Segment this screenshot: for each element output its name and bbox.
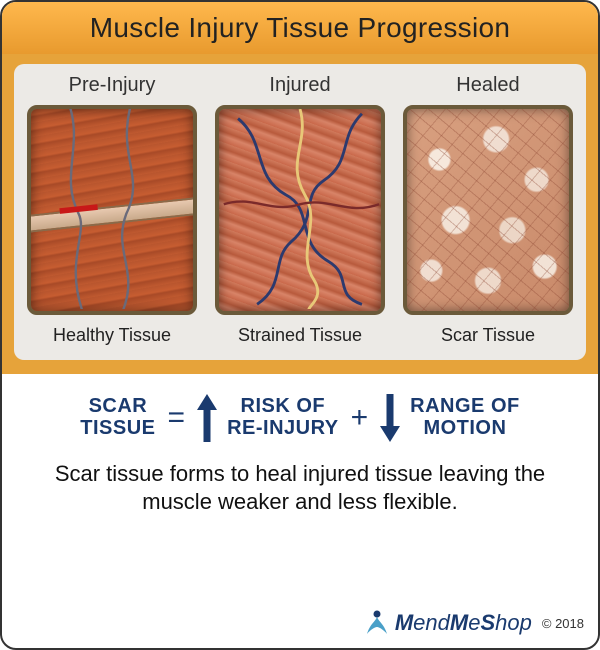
stages-panel: Pre-Injury Healthy Tissue Injured	[2, 54, 598, 374]
footer: MendMeShop © 2018	[2, 602, 598, 648]
equation-row: SCARTISSUE = RISK OFRE-INJURY + RANGE OF…	[2, 374, 598, 452]
stage-healed: Healed Scar Tissue	[398, 74, 578, 346]
description-text: Scar tissue forms to heal injured tissue…	[2, 452, 598, 521]
vessel-overlay	[31, 109, 193, 309]
stage-caption: Healthy Tissue	[53, 325, 171, 346]
stage-pre-injury: Pre-Injury Healthy Tissue	[22, 74, 202, 346]
stages-inner: Pre-Injury Healthy Tissue Injured	[14, 64, 586, 360]
vessel-overlay	[219, 109, 381, 309]
tissue-illustration-healthy	[27, 105, 197, 315]
stage-title: Pre-Injury	[69, 74, 156, 97]
brand-logo-icon	[363, 608, 391, 638]
title-bar: Muscle Injury Tissue Progression	[2, 2, 598, 54]
stage-injured: Injured Strained Tissue	[210, 74, 390, 346]
equals-sign: =	[166, 401, 188, 435]
plus-sign: +	[349, 401, 371, 435]
arrow-down-icon	[380, 394, 400, 442]
arrow-up-icon	[197, 394, 217, 442]
main-title: Muscle Injury Tissue Progression	[14, 12, 586, 44]
tissue-illustration-strained	[215, 105, 385, 315]
stage-title: Injured	[269, 74, 330, 97]
copyright: © 2018	[542, 616, 584, 631]
stage-caption: Strained Tissue	[238, 325, 362, 346]
brand-name: MendMeShop	[395, 610, 532, 636]
infographic-card: Muscle Injury Tissue Progression Pre-Inj…	[0, 0, 600, 650]
stage-caption: Scar Tissue	[441, 325, 535, 346]
equation-term2: RANGE OFMOTION	[410, 396, 520, 439]
tissue-illustration-scar	[403, 105, 573, 315]
equation-term1: RISK OFRE-INJURY	[227, 396, 339, 439]
equation-left: SCARTISSUE	[80, 396, 155, 439]
stage-title: Healed	[456, 74, 519, 97]
brand: MendMeShop	[363, 608, 532, 638]
